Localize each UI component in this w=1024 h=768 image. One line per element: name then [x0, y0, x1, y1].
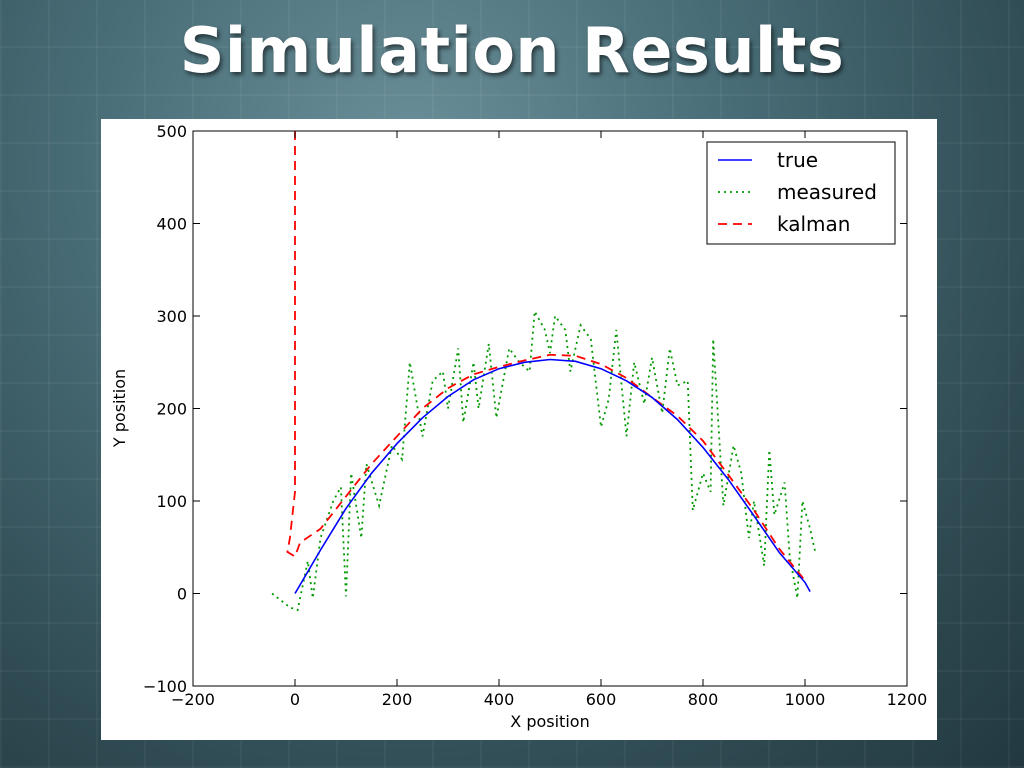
series-line-measured — [271, 308, 817, 612]
series-line-true — [294, 358, 811, 594]
legend-box — [706, 141, 896, 245]
line-chart: −200 0 200 400 600 800 1000 1200 −100 0 100 200 300 4… — [110, 122, 927, 731]
legend: true measured kalman — [706, 141, 896, 245]
x-tick-label: 600 — [586, 690, 617, 709]
y-tick-label: −100 — [143, 677, 187, 696]
slide-title: Simulation Results — [179, 14, 845, 87]
x-tick-label: 800 — [688, 690, 719, 709]
y-tick-label: 300 — [156, 307, 187, 326]
x-tick-label: 1000 — [785, 690, 826, 709]
chart-panel: −200 0 200 400 600 800 1000 1200 −100 0 100 200 300 4… — [101, 119, 937, 740]
x-tick-label: 200 — [382, 690, 413, 709]
legend-label-measured: measured — [777, 180, 877, 204]
y-tick-label: 500 — [156, 122, 187, 141]
x-tick-label: 0 — [290, 690, 300, 709]
x-axis-label: X position — [510, 712, 589, 731]
axis-layer: −200 0 200 400 600 800 1000 1200 −100 0 100 200 300 4… — [143, 122, 927, 709]
legend-label-true: true — [777, 148, 818, 172]
x-tick-label: −200 — [171, 690, 215, 709]
legend-label-kalman: kalman — [777, 212, 850, 236]
y-axis-label: Y position — [110, 369, 129, 448]
y-tick-label: 400 — [156, 215, 187, 234]
y-tick-label: 0 — [177, 585, 187, 604]
series-layer — [271, 131, 817, 612]
y-tick-label: 100 — [156, 492, 187, 511]
x-tick-label: 400 — [484, 690, 515, 709]
series-line-kalman — [286, 131, 806, 582]
y-tick-label: 200 — [156, 400, 187, 419]
x-tick-label: 1200 — [887, 690, 928, 709]
